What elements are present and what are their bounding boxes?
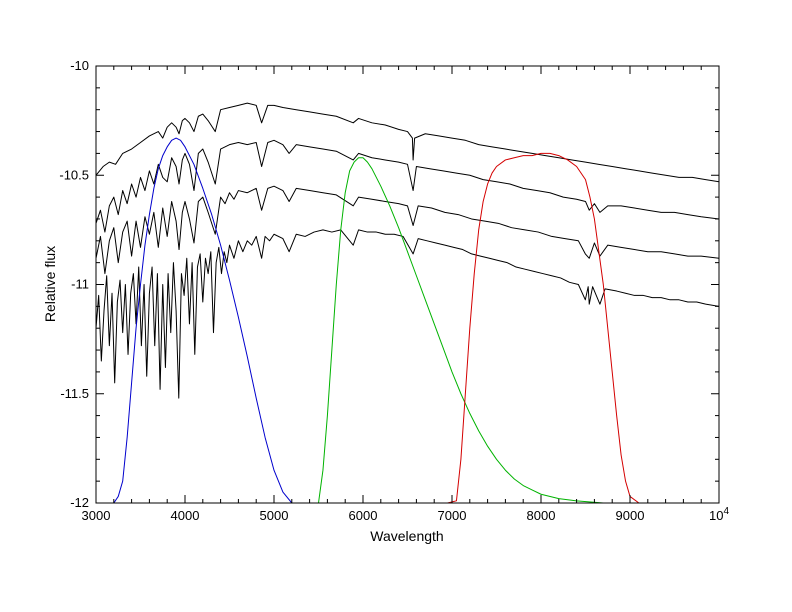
- y-tick-label: -10.5: [59, 167, 89, 182]
- x-tick-label: 104: [709, 506, 729, 523]
- x-tick-label: 4000: [171, 508, 200, 523]
- x-tick-label: 3000: [82, 508, 111, 523]
- x-tick-label: 6000: [349, 508, 378, 523]
- series-spectrum-2: [96, 139, 719, 233]
- series-spectrum-4-bottom: [96, 229, 719, 399]
- x-tick-label: 7000: [438, 508, 467, 523]
- series-spectrum-3: [96, 185, 719, 275]
- y-tick-label: -12: [70, 495, 89, 510]
- x-tick-label: 8000: [527, 508, 556, 523]
- series-filter-blue: [113, 137, 506, 503]
- series-spectrum-1-top: [96, 102, 719, 183]
- x-tick-label: 5000: [260, 508, 289, 523]
- y-axis-title: Relative flux: [42, 246, 58, 322]
- series-filter-red: [447, 152, 693, 503]
- series-layer: [96, 102, 719, 503]
- y-tick-label: -10: [70, 58, 89, 73]
- y-tick-label: -11.5: [60, 386, 89, 401]
- x-axis-title: Wavelength: [370, 528, 443, 544]
- axes-layer: 3000 4000 5000 6000 7000 8000 9000 104 -10 -10.5 -…: [59, 58, 729, 523]
- x-tick-label: 9000: [616, 508, 645, 523]
- y-tick-label: -11: [71, 277, 89, 292]
- series-filter-green: [318, 157, 631, 503]
